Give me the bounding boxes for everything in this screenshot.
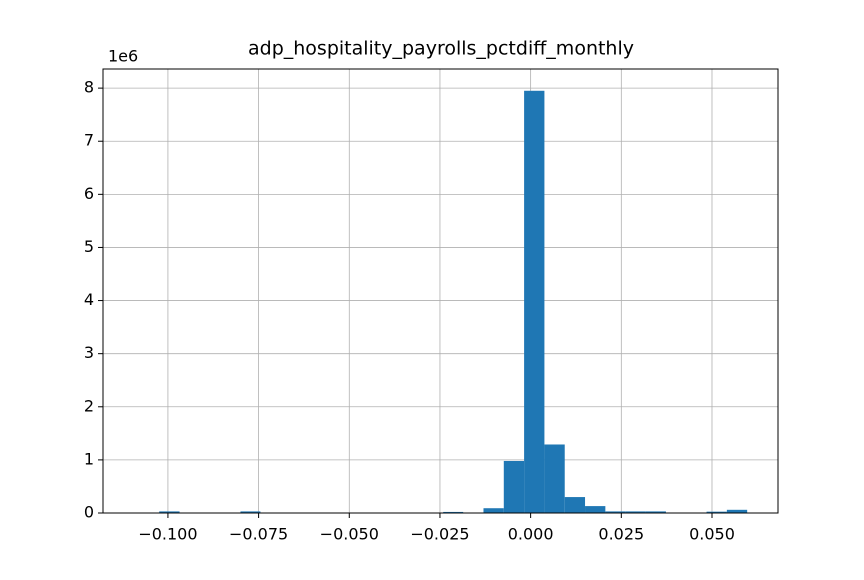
x-tick-label: −0.075 — [229, 525, 288, 544]
y-offset-label: 1e6 — [108, 47, 138, 66]
y-tick-label: 2 — [84, 396, 94, 415]
y-tick-label: 3 — [84, 343, 94, 362]
bar — [503, 460, 525, 513]
y-tick-label: 5 — [84, 237, 94, 256]
x-tick-label: −0.050 — [320, 525, 379, 544]
bar — [706, 511, 727, 513]
x-tick-label: −0.025 — [410, 525, 469, 544]
bar — [585, 506, 606, 513]
bar — [159, 511, 180, 513]
bar — [726, 509, 748, 513]
bar — [524, 90, 545, 513]
bar — [483, 508, 504, 513]
x-tick-label: 0.000 — [508, 525, 554, 544]
x-tick-label: 0.050 — [689, 525, 735, 544]
plot-frame — [102, 68, 779, 514]
y-tick-label: 8 — [84, 78, 94, 97]
bar — [625, 511, 646, 513]
y-tick-label: 1 — [84, 449, 94, 468]
bar — [564, 497, 586, 513]
y-tick-label: 0 — [84, 503, 94, 522]
bar — [645, 511, 666, 513]
y-tick-label: 6 — [84, 184, 94, 203]
y-tick-label: 7 — [84, 131, 94, 150]
chart-title: adp_hospitality_payrolls_pctdiff_monthly — [248, 38, 634, 60]
bar — [605, 511, 626, 513]
x-tick-label: 0.025 — [598, 525, 644, 544]
x-tick-label: −0.100 — [138, 525, 197, 544]
y-tick-label: 4 — [84, 290, 94, 309]
bar — [240, 511, 261, 513]
bar — [544, 444, 565, 513]
bar — [443, 511, 464, 513]
